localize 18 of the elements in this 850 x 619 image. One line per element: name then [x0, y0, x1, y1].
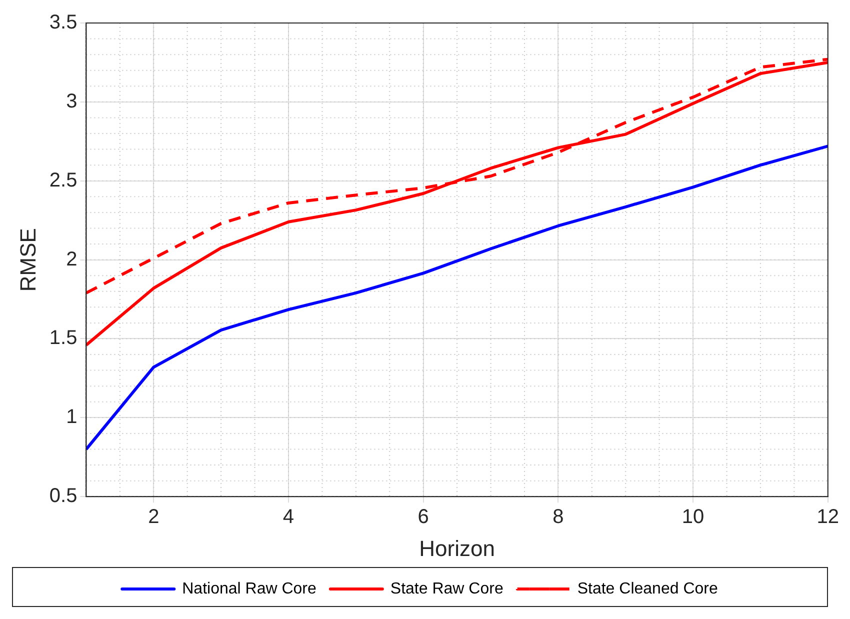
legend-label: State Raw Core — [390, 580, 504, 598]
y-tick-label: 3.5 — [49, 12, 78, 34]
x-tick-label: 10 — [682, 506, 704, 528]
y-tick-label: 3 — [66, 90, 78, 112]
y-axis-title: RMSE — [15, 228, 40, 292]
x-tick-label: 2 — [148, 506, 160, 528]
y-tick-label: 2 — [66, 248, 78, 270]
y-tick-label: 1.5 — [49, 327, 78, 350]
x-tick-label: 6 — [418, 506, 429, 528]
y-tick-label: 0.5 — [49, 485, 78, 508]
x-axis-title: Horizon — [419, 536, 495, 561]
y-tick-label: 2.5 — [49, 169, 78, 192]
x-tick-label: 8 — [552, 506, 564, 528]
legend-label: State Cleaned Core — [577, 580, 718, 598]
y-tick-label: 1 — [66, 406, 78, 428]
legend-label: National Raw Core — [182, 580, 317, 598]
x-tick-label: 12 — [816, 506, 839, 528]
x-tick-label: 4 — [282, 506, 294, 528]
